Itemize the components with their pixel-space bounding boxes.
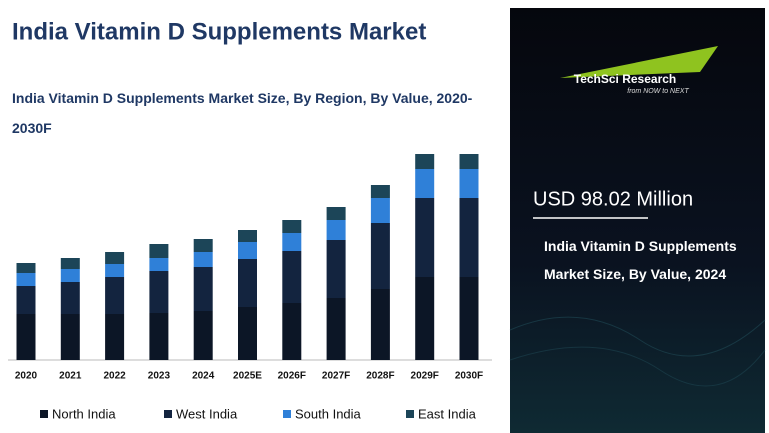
x-tick-label: 2027F [322,371,350,382]
x-tick-label: 2021 [59,371,82,382]
bar-segment [193,267,213,311]
x-tick-label: 2023 [148,371,171,382]
bar-segment [193,252,213,267]
bar-segment [459,277,479,360]
bar-segment [149,271,169,313]
bar-segment [105,277,125,314]
bar-segment [105,314,125,360]
bar-segment [415,277,435,360]
x-tick-label: 2024 [192,371,215,382]
bar-segment [370,289,390,360]
bar-segment [149,258,169,271]
legend-swatch [40,410,48,418]
bar-segment [193,311,213,360]
bar-segment [238,307,257,360]
logo-name: TechSci Research [574,72,677,86]
bar-segment [105,252,125,264]
bar-segment [238,230,257,242]
bar-segment [60,269,80,282]
bar-segment [370,223,390,289]
logo-swoosh [560,46,718,78]
panel-caption: India Vitamin D Supplements Market Size,… [544,238,737,282]
wave [509,346,766,387]
x-tick-label: 2026F [278,371,306,382]
bar-segment [149,244,169,258]
side-panel [510,8,765,433]
bar-segment [60,258,80,269]
bar-segment [459,198,479,277]
page-title: India Vitamin D Supplements Market [12,18,426,45]
legend-label: North India [52,406,116,421]
bar-segment [459,154,479,169]
bar-segment [16,273,36,286]
bar-segment [326,207,346,220]
legend-swatch [406,410,414,418]
panel-value: USD 98.02 Million [533,188,693,210]
bar-segment [16,263,36,273]
legend-swatch [164,410,172,418]
bar-segment [60,282,80,314]
bar-segment [60,314,80,360]
legend-label: East India [418,406,477,421]
bar-segment [415,198,435,277]
bar-segment [282,220,302,233]
bar-segment [282,251,302,303]
logo-tagline: from NOW to NEXT [627,88,689,95]
bar-segment [105,264,125,277]
bar-segment [370,185,390,198]
bar-segment [326,298,346,360]
bar-segment [415,154,435,169]
bar-segment [193,239,213,252]
legend-swatch [283,410,291,418]
x-tick-label: 2030F [455,371,483,382]
bar-segment [326,240,346,298]
legend-label: West India [176,406,238,421]
bar-segment [16,286,36,314]
bar-segment [326,220,346,240]
bar-segment [238,242,257,259]
chart-title: India Vitamin D Supplements Market Size,… [12,90,473,136]
bar-segment [415,169,435,198]
x-tick-label: 2025E [233,371,262,382]
bar-segment [459,169,479,198]
bar-segment [16,314,36,360]
x-tick-label: 2029F [411,371,439,382]
bar-segment [282,233,302,251]
x-tick-label: 2028F [366,371,394,382]
legend-label: South India [295,406,362,421]
wave [509,316,766,357]
bar-segment [282,303,302,360]
bar-segment [238,259,257,307]
x-tick-label: 2022 [103,371,126,382]
bar-segment [370,198,390,223]
x-tick-label: 2020 [15,371,38,382]
bar-segment [149,313,169,360]
